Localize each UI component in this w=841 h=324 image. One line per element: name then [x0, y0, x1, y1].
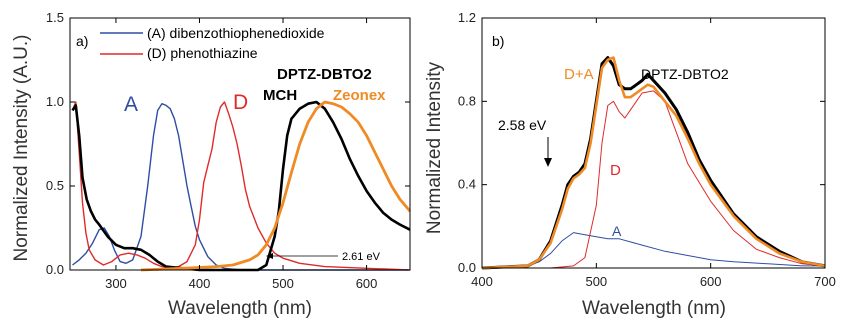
annotation-2-61-ev: 2.61 eV: [342, 251, 381, 263]
panel-b-y-axis-label: Normalized Intensity: [424, 61, 445, 234]
annotation-2-58-ev-arrowhead: [544, 158, 552, 167]
panel-a-y-axis-label: Normalized Intensity (A.U.): [11, 34, 32, 261]
panel-b-x-tick-label-1: 500: [585, 274, 607, 289]
panel-a-x-tick-label-3: 600: [356, 276, 378, 291]
panel-b-y-tick-label-0: 0.0: [458, 260, 476, 275]
panel-a-label: a): [76, 33, 88, 49]
panel-b-x-tick-label-2: 600: [700, 274, 722, 289]
panel-b-series-0: [482, 232, 825, 269]
panel-a-series-3: [140, 100, 412, 272]
panel-a-y-tick-label-0: 0.0: [46, 262, 64, 277]
panel-b-y-tick-label-1: 0.4: [458, 177, 476, 192]
panel-a-x-tick-label-2: 500: [272, 276, 294, 291]
panel-a: 300 400 500 600 0.0 0.5 1.0 1.5 Normalized Inte…: [11, 10, 412, 319]
panel-b-plot-area: [481, 56, 826, 270]
panel-a-series-2: [71, 100, 411, 272]
panel-a-ticks: 300 400 500 600 0.0 0.5 1.0 1.5: [46, 10, 410, 291]
panel-a-y-tick-label-2: 1.0: [46, 94, 64, 109]
legend-label-ptz: (D) phenothiazine: [147, 45, 258, 61]
panel-a-x-axis-label: Wavelength (nm): [168, 298, 312, 319]
panel-a-plot-area: [71, 100, 412, 272]
panel-b-label: b): [492, 33, 504, 49]
panel-b-frame: [481, 17, 826, 269]
panel-a-legend: (A) dibenzothiophenedioxide (D) phenothi…: [100, 25, 325, 61]
panel-b-series-2: [481, 56, 826, 270]
panel-b-series-1: [482, 90, 826, 269]
annotation-2-58-ev: 2.58 eV: [498, 117, 547, 133]
panel-b-series-3: [481, 56, 826, 270]
panel-a-y-tick-label-3: 1.5: [46, 10, 64, 25]
annotation-2-61-ev-arrowhead: [266, 253, 273, 259]
annotation-a: A: [124, 93, 138, 116]
panel-b-ticks: 400 500 600 700 0.0 0.4 0.8 1.2: [458, 10, 836, 289]
panel-a-series-1: [71, 101, 411, 271]
panel-b: 400 500 600 700 0.0 0.4 0.8 1.2 Normalized Inte…: [424, 10, 836, 319]
panel-b-x-tick-label-3: 700: [814, 274, 836, 289]
annotation-dptz-dbto2-b: DPTZ-DBTO2: [641, 66, 729, 82]
panel-b-x-tick-label-0: 400: [471, 274, 493, 289]
panel-a-series-0: [72, 102, 409, 271]
panel-b-y-tick-label-2: 0.8: [458, 93, 476, 108]
annotation-dptz-dbto2: DPTZ-DBTO2: [277, 66, 372, 83]
annotation-a-b: A: [612, 223, 622, 239]
annotation-zeonex: Zeonex: [333, 87, 386, 104]
annotation-d-b: D: [610, 162, 621, 179]
panel-a-frame: [69, 17, 411, 271]
panel-a-y-tick-label-1: 0.5: [46, 178, 64, 193]
annotation-d: D: [233, 91, 248, 114]
panel-b-y-tick-label-3: 1.2: [458, 10, 476, 25]
annotation-mch: MCH: [263, 87, 297, 104]
panel-a-x-tick-label-0: 300: [105, 276, 127, 291]
panel-a-x-tick-label-1: 400: [189, 276, 211, 291]
legend-label-dbto: (A) dibenzothiophenedioxide: [147, 25, 325, 41]
annotation-d-plus-a: D+A: [564, 66, 594, 83]
panel-b-x-axis-label: Wavelength (nm): [582, 298, 726, 319]
